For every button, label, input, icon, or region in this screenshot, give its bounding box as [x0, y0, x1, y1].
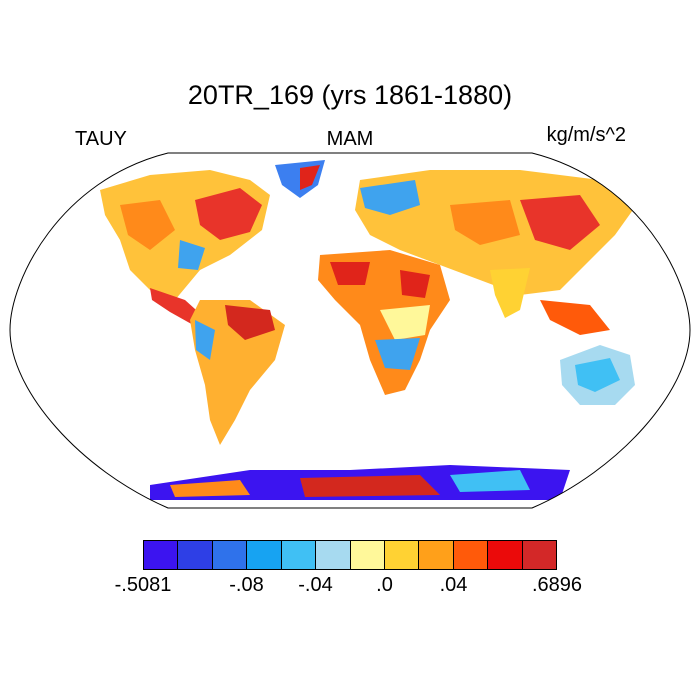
units-label: kg/m/s^2 [546, 124, 626, 146]
colorbar-swatch [419, 541, 454, 569]
colorbar-swatch [316, 541, 351, 569]
colorbar-swatch [384, 541, 420, 569]
south-america-red [225, 305, 275, 340]
central-america-land [150, 288, 205, 326]
colorbar-tick-label: -.04 [298, 574, 333, 596]
globe-outline [9, 152, 691, 509]
north-america-blue [178, 240, 205, 270]
colorbar-tick-label: .04 [439, 574, 468, 596]
australia-blue [575, 358, 620, 392]
map-title: 20TR_169 (yrs 1861-1880) [187, 80, 513, 110]
southeast-asia-land [540, 300, 610, 335]
colorbar-swatch [488, 541, 523, 569]
colorbar-swatch [453, 541, 489, 569]
colorbar-swatch [350, 541, 385, 569]
colorbar-swatch [281, 541, 317, 569]
greenland-red [300, 165, 320, 190]
colorbar-tick-label: -.5081 [114, 574, 172, 596]
asia-red [520, 195, 600, 250]
colorbar [143, 540, 557, 570]
season-label: MAM [326, 128, 374, 150]
colorbar-swatch [144, 541, 179, 569]
north-america-land [100, 170, 270, 300]
colorbar-swatch [212, 541, 248, 569]
colorbar-tick-label: .6896 [531, 574, 583, 596]
colorbar-tick-label: -.08 [229, 574, 264, 596]
africa-yellow [380, 305, 430, 340]
south-america-blue [195, 320, 215, 360]
africa-blue [375, 338, 420, 370]
antarctica-orange [170, 480, 250, 497]
north-america-orange [120, 200, 175, 250]
eurasia-blue [360, 180, 420, 215]
colorbar-tick-label: .0 [376, 574, 393, 596]
antarctica-red [300, 475, 440, 497]
asia-orange [450, 200, 520, 245]
colorbar-swatch [178, 541, 213, 569]
india-land [490, 268, 530, 318]
africa-red-2 [400, 270, 430, 298]
variable-label: TAUY [75, 128, 127, 150]
colorbar-swatch [522, 541, 557, 569]
antarctica-lightblue [450, 470, 530, 492]
colorbar-swatch [247, 541, 282, 569]
africa-red [330, 262, 370, 285]
north-america-red [195, 188, 262, 240]
